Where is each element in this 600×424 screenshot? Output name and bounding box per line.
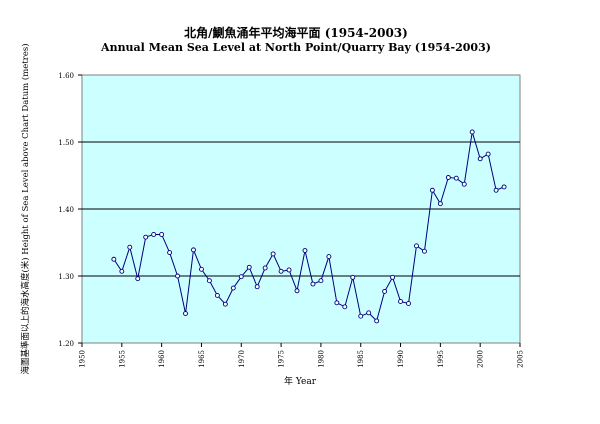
data-point xyxy=(477,156,483,162)
x-axis-label: 年 Year xyxy=(284,375,317,387)
data-point xyxy=(254,284,260,290)
x-tick-label: 1990 xyxy=(397,350,405,368)
y-tick-label: 1.50 xyxy=(58,139,74,147)
data-point xyxy=(143,234,149,240)
data-point xyxy=(230,285,236,291)
x-tick-label: 2005 xyxy=(517,350,525,368)
series-points xyxy=(111,129,507,324)
data-point xyxy=(326,254,332,260)
data-point xyxy=(246,264,252,270)
chart-title-en: Annual Mean Sea Level at North Point/Qua… xyxy=(100,41,491,54)
data-point xyxy=(406,301,411,306)
chart-title-zh: 北角/鰂魚涌年平均海平面 (1954-2003) xyxy=(184,25,408,40)
x-tick-label: 1970 xyxy=(238,350,246,368)
data-point xyxy=(262,265,268,271)
data-point xyxy=(318,278,324,284)
data-point xyxy=(445,175,451,180)
data-point xyxy=(501,184,507,190)
data-point xyxy=(398,299,403,304)
x-axis-ticks: 1950 1955 1960 1965 1970 1975 1980 1985 1990 1995… xyxy=(79,343,525,368)
data-point xyxy=(493,187,499,193)
data-point xyxy=(167,250,173,256)
data-point xyxy=(350,274,356,280)
x-tick-label: 1960 xyxy=(158,350,166,368)
data-point xyxy=(334,300,340,306)
data-point xyxy=(429,187,435,193)
x-tick-label: 1975 xyxy=(278,350,286,368)
x-tick-label: 1980 xyxy=(317,350,325,368)
data-point xyxy=(437,201,443,207)
data-point xyxy=(159,232,165,237)
x-tick-label: 1995 xyxy=(437,350,445,368)
data-point xyxy=(199,266,204,272)
data-point xyxy=(310,281,316,287)
data-point xyxy=(278,268,284,274)
data-point xyxy=(342,304,348,310)
y-tick-label: 1.40 xyxy=(58,206,74,214)
data-point xyxy=(302,248,308,253)
data-point xyxy=(286,267,292,273)
y-tick-label: 1.20 xyxy=(58,340,74,348)
series-polyline xyxy=(113,131,505,322)
series-line xyxy=(113,131,505,322)
data-point xyxy=(191,247,196,253)
y-axis-ticks: 1.20 1.30 1.40 1.50 1.60 xyxy=(58,72,82,348)
data-point xyxy=(183,311,188,316)
data-point xyxy=(270,251,276,257)
data-point xyxy=(294,288,300,294)
data-point xyxy=(214,292,220,298)
data-point xyxy=(119,268,125,274)
y-axis-label: 海圖基準面以上的海水高度(米) Height of Sea Level abov… xyxy=(20,43,31,374)
data-point xyxy=(127,244,133,250)
data-point xyxy=(461,181,467,187)
x-tick-label: 2000 xyxy=(477,350,485,368)
data-point xyxy=(151,232,157,237)
x-tick-label: 1955 xyxy=(118,350,126,368)
data-point xyxy=(390,274,396,280)
y-tick-label: 1.30 xyxy=(58,273,74,281)
grid-lines xyxy=(82,141,520,277)
data-point xyxy=(485,151,491,157)
data-point xyxy=(206,278,212,284)
data-point xyxy=(111,256,117,262)
data-point xyxy=(414,243,419,249)
data-point xyxy=(421,248,427,254)
data-point xyxy=(222,301,228,307)
data-point xyxy=(453,175,459,181)
data-point xyxy=(358,313,364,319)
y-tick-label: 1.60 xyxy=(58,72,74,80)
data-point xyxy=(469,129,475,135)
data-point xyxy=(175,273,181,279)
data-point xyxy=(374,318,380,324)
data-point xyxy=(238,274,244,280)
data-point xyxy=(366,310,372,316)
data-point xyxy=(135,276,141,282)
x-tick-label: 1985 xyxy=(357,350,365,368)
x-tick-label: 1950 xyxy=(79,350,87,368)
data-point xyxy=(382,288,388,294)
x-tick-label: 1965 xyxy=(198,350,206,368)
